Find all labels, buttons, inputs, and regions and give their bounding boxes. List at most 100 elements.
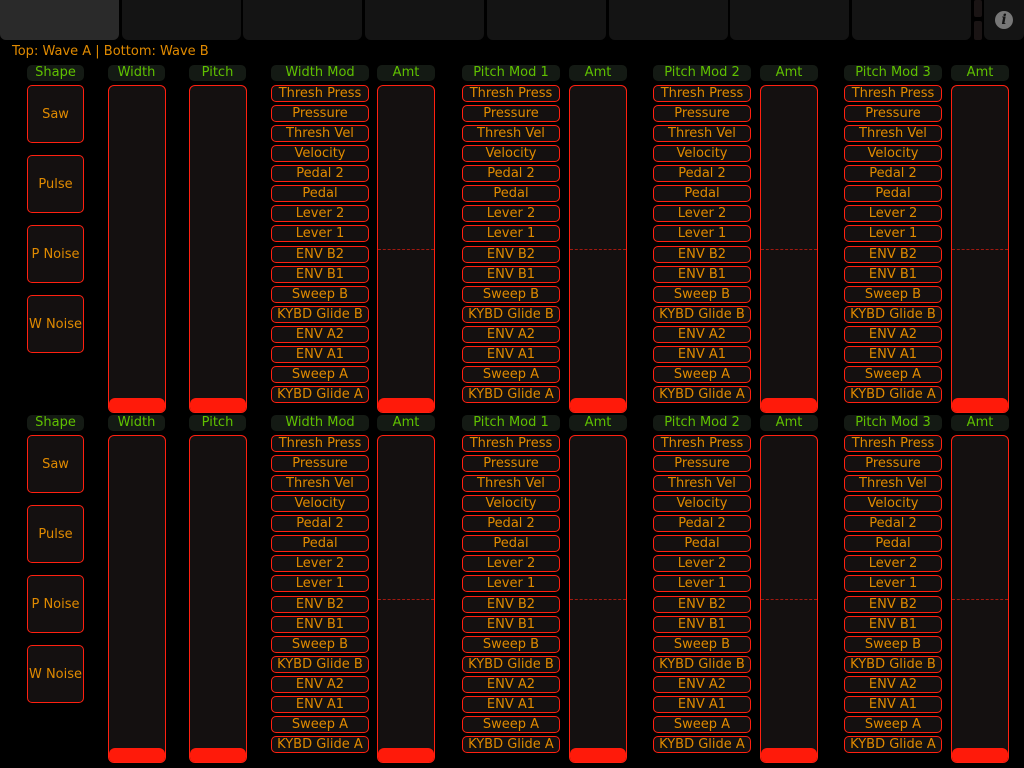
- amt-slider[interactable]: [569, 85, 627, 413]
- tab-5[interactable]: [486, 0, 606, 40]
- mod-source-button[interactable]: Pedal 2: [271, 165, 369, 183]
- mod-source-button[interactable]: Lever 1: [653, 575, 751, 593]
- tab-scroll-handle-top[interactable]: [974, 0, 982, 17]
- shape-button-saw[interactable]: Saw: [27, 435, 84, 493]
- mod-source-button[interactable]: Sweep A: [462, 365, 560, 383]
- mod-source-button[interactable]: Lever 1: [462, 575, 560, 593]
- mod-source-button[interactable]: Lever 1: [462, 225, 560, 243]
- tab-1[interactable]: [0, 0, 119, 40]
- mod-source-button[interactable]: ENV A2: [844, 325, 942, 343]
- mod-source-button[interactable]: Pedal: [653, 185, 751, 203]
- mod-source-button[interactable]: Pressure: [462, 105, 560, 123]
- mod-source-button[interactable]: Sweep A: [462, 715, 560, 733]
- mod-source-button[interactable]: Thresh Press: [653, 435, 751, 452]
- mod-source-button[interactable]: ENV B1: [653, 265, 751, 283]
- mod-source-button[interactable]: Sweep A: [844, 365, 942, 383]
- mod-source-button[interactable]: ENV B1: [271, 615, 369, 633]
- mod-source-button[interactable]: Pressure: [653, 455, 751, 473]
- mod-source-button[interactable]: Sweep A: [271, 365, 369, 383]
- tab-3[interactable]: [243, 0, 363, 40]
- mod-source-button[interactable]: Pedal 2: [271, 515, 369, 533]
- tab-2[interactable]: [121, 0, 241, 40]
- mod-source-button[interactable]: Velocity: [462, 145, 560, 163]
- mod-source-button[interactable]: Velocity: [653, 145, 751, 163]
- mod-source-button[interactable]: Lever 1: [844, 225, 942, 243]
- mod-source-button[interactable]: ENV A2: [844, 675, 942, 693]
- mod-source-button[interactable]: ENV A2: [271, 325, 369, 343]
- shape-button-w-noise[interactable]: W Noise: [27, 645, 84, 703]
- mod-source-button[interactable]: Thresh Press: [271, 85, 369, 102]
- mod-source-button[interactable]: Pedal: [271, 535, 369, 553]
- mod-source-button[interactable]: Lever 1: [271, 575, 369, 593]
- mod-source-button[interactable]: KYBD Glide A: [462, 386, 560, 404]
- mod-source-button[interactable]: Thresh Vel: [462, 475, 560, 493]
- mod-source-button[interactable]: Sweep A: [844, 715, 942, 733]
- mod-source-button[interactable]: Pedal: [844, 185, 942, 203]
- amt-slider[interactable]: [760, 435, 818, 763]
- mod-source-button[interactable]: ENV B2: [653, 595, 751, 613]
- amt-slider[interactable]: [377, 435, 435, 763]
- mod-source-button[interactable]: Sweep B: [653, 285, 751, 303]
- mod-source-button[interactable]: ENV A2: [653, 325, 751, 343]
- mod-source-button[interactable]: Lever 2: [462, 555, 560, 573]
- mod-source-button[interactable]: ENV B1: [271, 265, 369, 283]
- mod-source-button[interactable]: Pressure: [271, 105, 369, 123]
- amt-slider[interactable]: [569, 435, 627, 763]
- mod-source-button[interactable]: Thresh Vel: [271, 475, 369, 493]
- mod-source-button[interactable]: Lever 2: [653, 555, 751, 573]
- mod-source-button[interactable]: KYBD Glide A: [271, 736, 369, 754]
- mod-source-button[interactable]: Pressure: [653, 105, 751, 123]
- mod-source-button[interactable]: ENV B1: [462, 265, 560, 283]
- mod-source-button[interactable]: ENV B1: [844, 615, 942, 633]
- mod-source-button[interactable]: ENV B2: [271, 245, 369, 263]
- mod-source-button[interactable]: Pedal 2: [844, 165, 942, 183]
- mod-source-button[interactable]: Sweep B: [844, 635, 942, 653]
- mod-source-button[interactable]: Velocity: [653, 495, 751, 513]
- mod-source-button[interactable]: Thresh Press: [462, 435, 560, 452]
- mod-source-button[interactable]: KYBD Glide A: [653, 736, 751, 754]
- mod-source-button[interactable]: KYBD Glide A: [844, 736, 942, 754]
- shape-button-p-noise[interactable]: P Noise: [27, 225, 84, 283]
- mod-source-button[interactable]: Pedal: [462, 535, 560, 553]
- mod-source-button[interactable]: Lever 2: [653, 205, 751, 223]
- tab-8[interactable]: [851, 0, 971, 40]
- mod-source-button[interactable]: KYBD Glide B: [844, 305, 942, 323]
- mod-source-button[interactable]: Sweep A: [653, 715, 751, 733]
- mod-source-button[interactable]: Lever 2: [462, 205, 560, 223]
- mod-source-button[interactable]: KYBD Glide B: [271, 305, 369, 323]
- width-slider[interactable]: [108, 435, 166, 763]
- tab-scroll-handle-bottom[interactable]: [974, 21, 982, 40]
- mod-source-button[interactable]: Sweep B: [653, 635, 751, 653]
- mod-source-button[interactable]: KYBD Glide B: [844, 655, 942, 673]
- mod-source-button[interactable]: Thresh Vel: [462, 125, 560, 143]
- mod-source-button[interactable]: Velocity: [844, 495, 942, 513]
- info-button[interactable]: i: [984, 0, 1024, 40]
- mod-source-button[interactable]: Pedal: [844, 535, 942, 553]
- mod-source-button[interactable]: Lever 2: [844, 555, 942, 573]
- pitch-slider[interactable]: [189, 435, 247, 763]
- mod-source-button[interactable]: ENV B1: [462, 615, 560, 633]
- mod-source-button[interactable]: Velocity: [462, 495, 560, 513]
- width-slider[interactable]: [108, 85, 166, 413]
- mod-source-button[interactable]: ENV A2: [271, 675, 369, 693]
- mod-source-button[interactable]: Thresh Vel: [844, 475, 942, 493]
- mod-source-button[interactable]: Thresh Vel: [844, 125, 942, 143]
- mod-source-button[interactable]: Pedal 2: [462, 165, 560, 183]
- mod-source-button[interactable]: Thresh Press: [844, 85, 942, 102]
- mod-source-button[interactable]: ENV B2: [653, 245, 751, 263]
- mod-source-button[interactable]: Pedal 2: [462, 515, 560, 533]
- amt-slider[interactable]: [377, 85, 435, 413]
- mod-source-button[interactable]: ENV A1: [653, 345, 751, 363]
- mod-source-button[interactable]: KYBD Glide A: [844, 386, 942, 404]
- mod-source-button[interactable]: ENV B1: [653, 615, 751, 633]
- mod-source-button[interactable]: KYBD Glide B: [271, 655, 369, 673]
- mod-source-button[interactable]: Sweep A: [271, 715, 369, 733]
- mod-source-button[interactable]: ENV A1: [462, 695, 560, 713]
- shape-button-p-noise[interactable]: P Noise: [27, 575, 84, 633]
- mod-source-button[interactable]: Lever 1: [844, 575, 942, 593]
- mod-source-button[interactable]: Pedal 2: [653, 165, 751, 183]
- amt-slider[interactable]: [951, 85, 1009, 413]
- amt-slider[interactable]: [951, 435, 1009, 763]
- mod-source-button[interactable]: Velocity: [271, 495, 369, 513]
- mod-source-button[interactable]: KYBD Glide B: [653, 655, 751, 673]
